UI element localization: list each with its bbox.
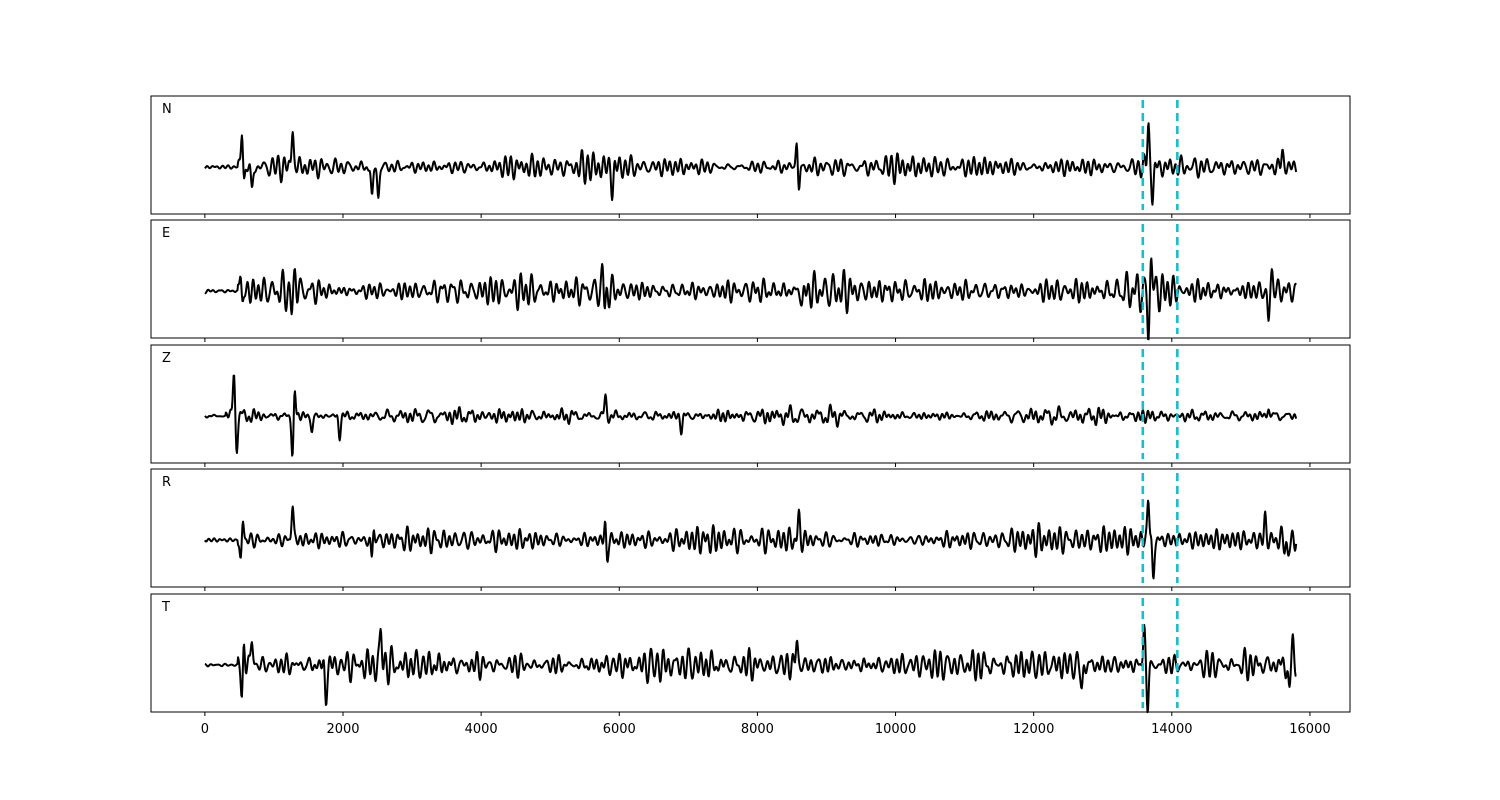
x-tick-label: 14000 <box>1151 722 1192 737</box>
x-tick-label: 4000 <box>465 722 498 737</box>
panel-t: T <box>150 593 1351 716</box>
x-tick-label: 16000 <box>1289 722 1330 737</box>
panel-z: Z <box>150 344 1351 467</box>
panel-frame <box>150 95 1351 215</box>
panel-e: E <box>150 219 1351 342</box>
panel-frame <box>150 344 1351 464</box>
panel-frame <box>150 219 1351 339</box>
waveform-trace <box>204 374 1298 457</box>
x-tick-label: 10000 <box>875 722 916 737</box>
channel-panels: N E Z R T <box>150 95 1351 716</box>
x-tick-label: 12000 <box>1013 722 1054 737</box>
channel-label: R <box>162 475 171 490</box>
x-tick-label: 2000 <box>326 722 359 737</box>
x-tick-label: 0 <box>201 722 209 737</box>
x-tick-label: 8000 <box>741 722 774 737</box>
channel-label: Z <box>162 351 171 366</box>
channel-label: T <box>161 600 170 615</box>
waveform-trace <box>204 499 1298 580</box>
x-tick-label: 6000 <box>603 722 636 737</box>
panel-r: R <box>150 468 1351 591</box>
waveform-trace <box>204 122 1298 206</box>
panel-n: N <box>150 95 1351 218</box>
channel-label: N <box>162 102 172 117</box>
panel-frame <box>150 468 1351 588</box>
waveform-trace <box>204 257 1297 341</box>
channel-label: E <box>162 226 170 241</box>
waveform-trace <box>204 623 1297 714</box>
x-axis: 0 2000 4000 6000 8000 10000 12000 14000 16000 <box>201 722 1331 737</box>
panel-frame <box>150 593 1351 713</box>
